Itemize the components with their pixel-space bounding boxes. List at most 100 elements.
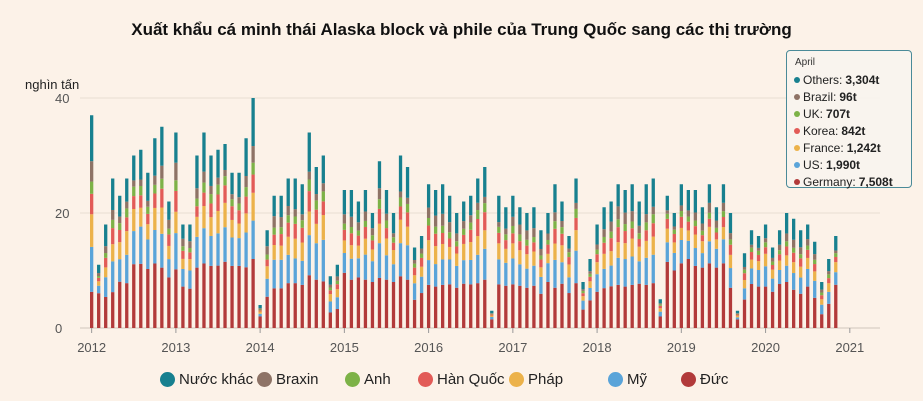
bar-segment: [328, 276, 332, 285]
bar-segment: [426, 225, 431, 241]
bar-segment: [532, 285, 536, 328]
bar-segment: [174, 233, 178, 270]
bar-segment: [770, 291, 775, 328]
bar-segment: [504, 240, 508, 249]
legend-item-us[interactable]: Mỹ: [608, 371, 647, 388]
bar-segment: [188, 270, 192, 289]
bar-segment: [153, 184, 157, 194]
bar-segment: [279, 245, 283, 260]
bar-segment: [476, 219, 480, 237]
bar-segment: [237, 203, 241, 211]
legend-item-france[interactable]: Pháp: [509, 371, 563, 388]
bar-segment: [792, 239, 796, 248]
bar-segment: [202, 132, 206, 172]
bar-segment: [525, 213, 529, 231]
bar-segment: [209, 185, 213, 195]
bar-segment: [595, 262, 599, 275]
bar-segment: [412, 247, 417, 260]
bar-segment: [560, 233, 564, 246]
bar-segment: [813, 280, 817, 298]
bar-segment: [279, 234, 283, 246]
bar-segment: [104, 253, 108, 258]
bar-segment: [630, 184, 634, 212]
bar-segment: [174, 269, 178, 328]
bar-segment: [588, 273, 592, 277]
bar-segment: [602, 236, 606, 243]
bar-segment: [342, 229, 347, 241]
bar-segment: [90, 161, 94, 182]
legend-item-korea[interactable]: Hàn Quốc: [418, 371, 505, 388]
bar-segment: [188, 248, 192, 253]
tooltip-row: Korea: 842t: [794, 124, 865, 138]
tooltip-label: UK:: [803, 107, 824, 121]
bar-segment: [679, 211, 683, 217]
bar-segment: [97, 293, 101, 328]
bar-segment: [139, 149, 143, 180]
bar-segment: [665, 210, 669, 214]
bar-segment: [398, 276, 403, 328]
legend-item-others[interactable]: Nước khác: [160, 371, 253, 388]
bar-segment: [784, 246, 789, 256]
bar-segment: [637, 225, 641, 234]
bar-segment: [356, 222, 361, 231]
bar-segment: [511, 284, 515, 328]
bar-segment: [763, 224, 768, 239]
bar-segment: [265, 246, 269, 255]
legend-item-germany[interactable]: Đức: [681, 371, 728, 388]
bar-segment: [426, 184, 431, 208]
bar-segment: [216, 177, 220, 185]
bar-segment: [651, 178, 655, 207]
bar-segment: [441, 259, 445, 285]
bar-segment: [728, 244, 733, 255]
bar-segment: [223, 261, 227, 328]
bar-segment: [244, 175, 248, 188]
bar-segment: [433, 190, 438, 216]
bar-segment: [216, 149, 220, 178]
bar-segment: [693, 234, 698, 249]
bar-segment: [279, 227, 283, 235]
bar-segment: [574, 178, 578, 203]
bar-segment: [174, 180, 178, 191]
legend-item-brazil[interactable]: Braxin: [257, 371, 319, 388]
bar-segment: [377, 243, 382, 278]
bar-segment: [412, 267, 417, 276]
bar-segment: [412, 299, 417, 328]
bar-segment: [820, 304, 824, 315]
bar-segment: [419, 236, 424, 249]
bar-segment: [104, 277, 108, 297]
bar-segment: [272, 259, 276, 289]
bar-segment: [476, 254, 480, 284]
legend-item-uk[interactable]: Anh: [345, 371, 391, 388]
bar-segment: [637, 283, 641, 328]
bar-segment: [609, 265, 613, 287]
bar-segment: [342, 223, 347, 230]
bar-segment: [469, 259, 473, 285]
series-dot-icon: [794, 179, 800, 185]
bar-segment: [349, 216, 354, 228]
bar-segment: [441, 243, 445, 260]
bar-segment: [293, 216, 297, 224]
bar-segment: [153, 263, 157, 328]
bar-segment: [827, 271, 831, 275]
bar-segment: [742, 279, 747, 289]
bar-segment: [223, 202, 227, 228]
bar-segment: [265, 296, 269, 328]
bar-segment: [258, 316, 262, 328]
bar-segment: [567, 264, 571, 278]
bar-segment: [188, 224, 192, 242]
bar-segment: [497, 226, 501, 233]
bar-segment: [97, 273, 101, 276]
bar-segment: [286, 222, 290, 237]
bar-segment: [244, 187, 248, 197]
bar-segment: [658, 305, 662, 309]
series-dot-icon: [794, 94, 800, 100]
bar-segment: [146, 224, 150, 240]
bar-segment: [770, 278, 775, 292]
bar-segment: [419, 293, 424, 328]
bar-segment: [349, 279, 354, 328]
bar-segment: [834, 236, 838, 251]
bar-segment: [763, 242, 768, 248]
bar-segment: [469, 222, 473, 230]
bar-segment: [665, 213, 669, 219]
